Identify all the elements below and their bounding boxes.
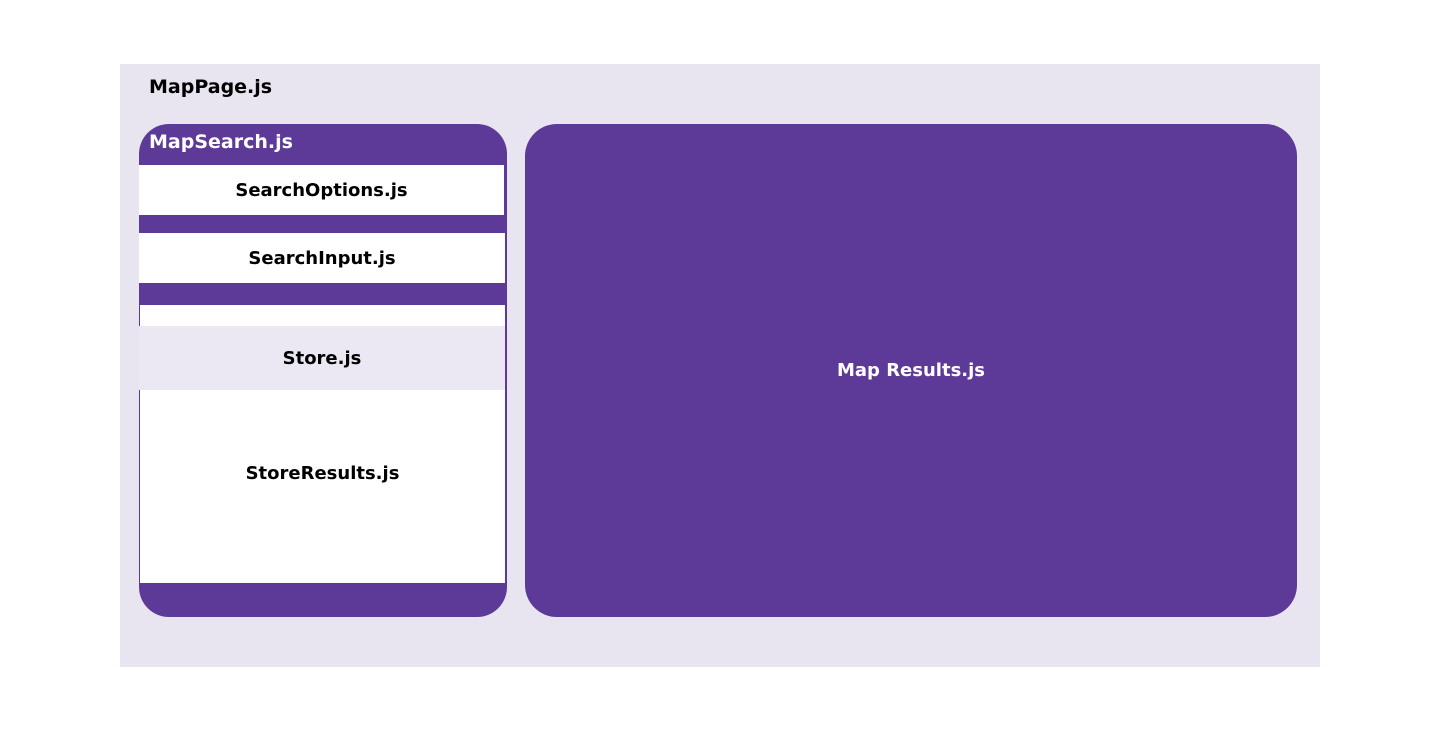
search-options-component: SearchOptions.js: [139, 165, 504, 215]
map-search-label: MapSearch.js: [149, 131, 293, 153]
store-component: Store.js: [139, 326, 505, 390]
store-results-label: StoreResults.js: [245, 462, 400, 484]
search-options-label: SearchOptions.js: [235, 179, 408, 201]
store-label: Store.js: [282, 347, 362, 369]
search-input-component: SearchInput.js: [139, 233, 505, 283]
store-results-component: StoreResults.js: [140, 390, 505, 556]
map-results-label: Map Results.js: [836, 360, 986, 381]
search-input-label: SearchInput.js: [248, 247, 396, 269]
map-page-label: MapPage.js: [149, 76, 273, 98]
map-results-component: Map Results.js: [525, 124, 1297, 617]
